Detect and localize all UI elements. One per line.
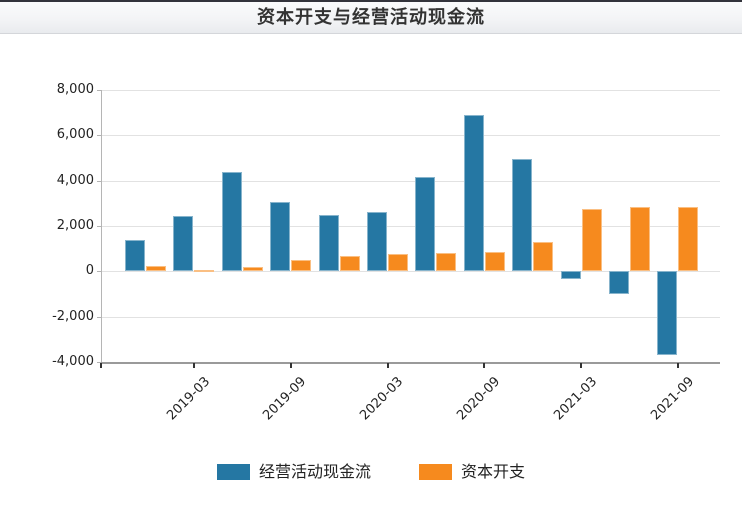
x-axis-tick [483, 363, 486, 368]
chart-title-bar: 资本开支与经营活动现金流 [0, 0, 742, 34]
bar-资本开支-2020-06 [436, 253, 457, 272]
legend-swatch-icon [419, 464, 452, 480]
bar-经营活动现金流-2018-12 [125, 239, 145, 272]
chart-legend: 经营活动现金流 资本开支 [0, 462, 742, 482]
x-axis-label: 2019-03 [163, 374, 213, 424]
x-axis-label: 2021-03 [550, 374, 601, 424]
bar-经营活动现金流-2020-09 [463, 114, 484, 272]
x-axis-line [101, 362, 720, 364]
x-axis-tick [192, 363, 195, 368]
y-axis-label: -2,000 [52, 308, 94, 324]
x-axis-label: 2020-03 [357, 374, 407, 424]
gridline [101, 180, 720, 182]
y-axis-label: 6,000 [56, 127, 94, 143]
page-title: 资本开支与经营活动现金流 [257, 7, 485, 28]
bar-资本开支-2020-12 [533, 241, 554, 272]
legend-label: 资本开支 [461, 462, 526, 481]
gridline [101, 226, 720, 227]
bar-资本开支-2021-03 [581, 208, 602, 272]
bar-资本开支-2019-06 [242, 267, 263, 272]
gridline [101, 316, 720, 318]
y-axis-tick [97, 271, 101, 273]
bar-资本开支-2019-12 [339, 256, 360, 272]
bar-经营活动现金流-2020-03 [367, 212, 387, 272]
gridline [101, 135, 720, 137]
y-axis-tick [97, 90, 101, 91]
bar-资本开支-2021-06 [630, 206, 650, 272]
y-axis-tick [97, 316, 101, 318]
legend-label: 经营活动现金流 [258, 462, 371, 481]
bar-经营活动现金流-2021-09 [657, 271, 678, 356]
y-axis-tick [97, 135, 101, 137]
y-axis-label: 4,000 [56, 172, 94, 188]
bar-经营活动现金流-2020-12 [512, 159, 533, 272]
y-axis-tick [97, 180, 101, 182]
y-axis-line [101, 90, 102, 362]
legend-item-经营活动现金流[interactable]: 经营活动现金流 [216, 462, 371, 481]
y-axis-label: 2,000 [56, 218, 94, 233]
y-axis-label: -4,000 [52, 354, 94, 369]
bar-资本开支-2020-09 [484, 252, 505, 272]
x-axis-tick [289, 363, 292, 368]
x-axis-label: 2020-09 [454, 374, 504, 424]
bar-经营活动现金流-2019-06 [221, 171, 242, 272]
x-axis-tick [580, 363, 583, 368]
bar-经营活动现金流-2021-03 [560, 271, 581, 280]
y-axis-tick [97, 226, 101, 227]
bar-经营活动现金流-2019-03 [173, 215, 194, 272]
gridline [101, 90, 720, 91]
bar-资本开支-2019-03 [194, 269, 215, 272]
bar-资本开支-2018-12 [146, 265, 166, 272]
bar-资本开支-2021-09 [678, 206, 699, 272]
bar-资本开支-2020-03 [388, 253, 408, 272]
bar-资本开支-2019-09 [291, 259, 312, 272]
y-axis-tick [97, 362, 101, 363]
legend-swatch-icon [216, 464, 250, 480]
y-axis-label: 0 [85, 263, 94, 279]
bar-经营活动现金流-2020-06 [415, 177, 436, 272]
y-axis-label: 8,000 [56, 82, 94, 97]
bar-经营活动现金流-2019-09 [270, 202, 291, 272]
bar-经营活动现金流-2019-12 [318, 214, 339, 272]
legend-item-资本开支[interactable]: 资本开支 [419, 463, 525, 481]
x-axis-tick [676, 363, 679, 368]
x-axis-tick [386, 363, 389, 368]
x-axis-label: 2021-09 [647, 374, 697, 424]
gridline [101, 271, 720, 273]
x-axis-tick [100, 363, 102, 368]
bar-经营活动现金流-2021-06 [609, 271, 629, 294]
x-axis-label: 2019-09 [260, 374, 310, 424]
